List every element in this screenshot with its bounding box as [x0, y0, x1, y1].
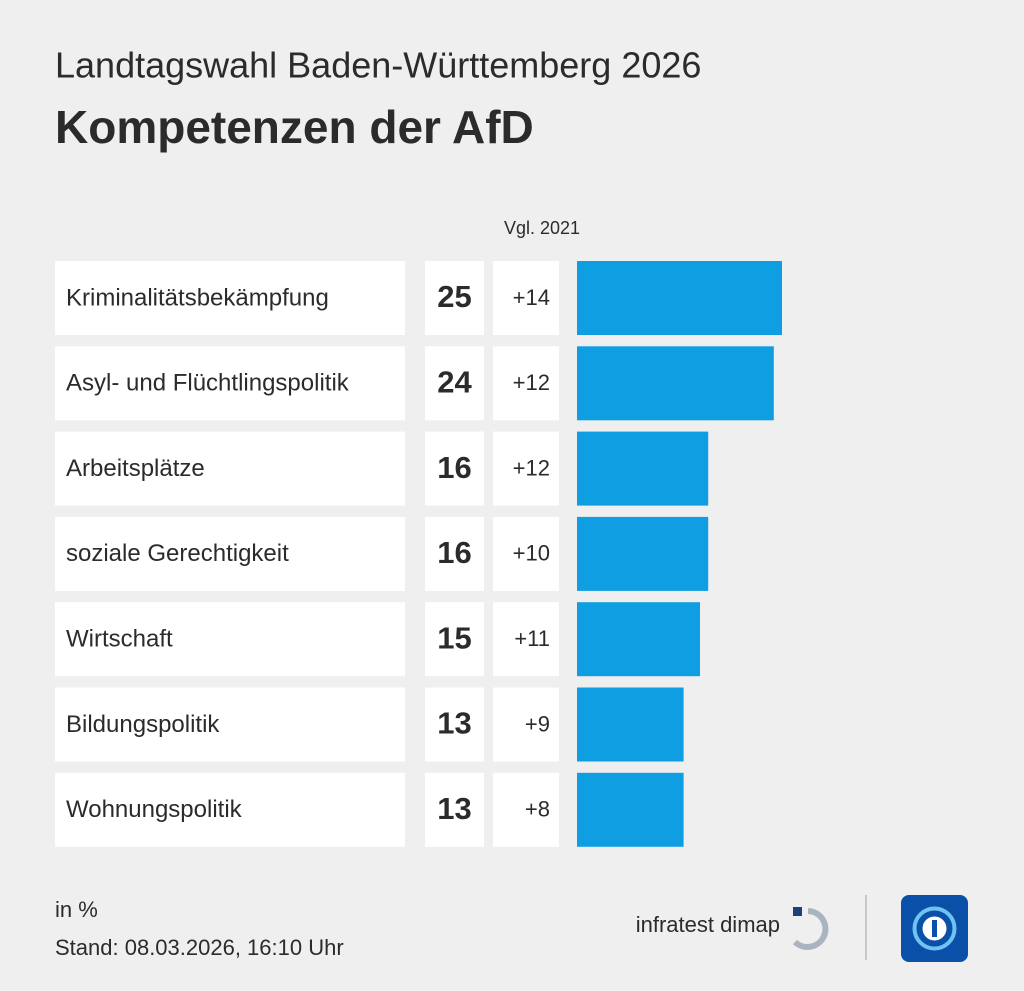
label-box — [55, 431, 405, 506]
change-label: +10 — [513, 541, 550, 566]
change-label: +14 — [513, 285, 550, 310]
source-logo-text: infratest dimap — [636, 912, 780, 937]
bar — [577, 516, 709, 591]
label-box — [55, 687, 405, 762]
label-box — [55, 772, 405, 847]
change-box — [493, 516, 559, 591]
category-label: Kriminalitätsbekämpfung — [66, 284, 329, 311]
value-label: 25 — [437, 279, 471, 314]
column-header: Vgl. 2021 — [504, 218, 580, 238]
value-box — [425, 346, 484, 421]
chart-title: Kompetenzen der AfD — [55, 101, 534, 153]
change-label: +8 — [525, 797, 550, 822]
bar — [577, 261, 782, 335]
date-note: Stand: 08.03.2026, 16:10 Uhr — [55, 935, 344, 960]
category-label: Wirtschaft — [66, 626, 173, 653]
value-label: 13 — [437, 706, 471, 741]
bar — [577, 346, 774, 421]
change-box — [493, 602, 559, 677]
chart-subtitle: Landtagswahl Baden-Württemberg 2026 — [55, 45, 701, 86]
change-label: +11 — [514, 626, 550, 651]
value-label: 16 — [437, 535, 471, 570]
change-label: +12 — [513, 455, 550, 480]
label-box — [55, 516, 405, 591]
value-label: 24 — [437, 364, 472, 399]
value-label: 15 — [437, 620, 471, 655]
bar — [577, 772, 684, 847]
value-label: 16 — [437, 450, 471, 485]
value-box — [425, 602, 484, 677]
label-box — [55, 346, 405, 421]
category-label: Bildungspolitik — [66, 711, 220, 738]
change-label: +9 — [525, 711, 550, 736]
value-box — [425, 431, 484, 506]
change-box — [493, 346, 559, 421]
label-box — [55, 261, 405, 335]
label-box — [55, 602, 405, 677]
broadcaster-logo — [901, 895, 968, 962]
bar — [577, 602, 700, 677]
bar — [577, 431, 709, 506]
value-box — [425, 261, 484, 335]
value-box — [425, 687, 484, 762]
category-label: Wohnungspolitik — [66, 796, 243, 823]
value-box — [425, 772, 484, 847]
bar — [577, 687, 684, 762]
change-box — [493, 687, 559, 762]
change-box — [493, 261, 559, 335]
value-label: 13 — [437, 791, 471, 826]
category-label: Asyl- und Flüchtlingspolitik — [66, 370, 350, 397]
category-label: soziale Gerechtigkeit — [66, 540, 289, 567]
change-box — [493, 772, 559, 847]
unit-note: in % — [55, 897, 98, 922]
source-logo-icon — [792, 907, 829, 950]
change-box — [493, 431, 559, 506]
category-label: Arbeitsplätze — [66, 455, 205, 482]
change-label: +12 — [513, 370, 550, 395]
value-box — [425, 516, 484, 591]
